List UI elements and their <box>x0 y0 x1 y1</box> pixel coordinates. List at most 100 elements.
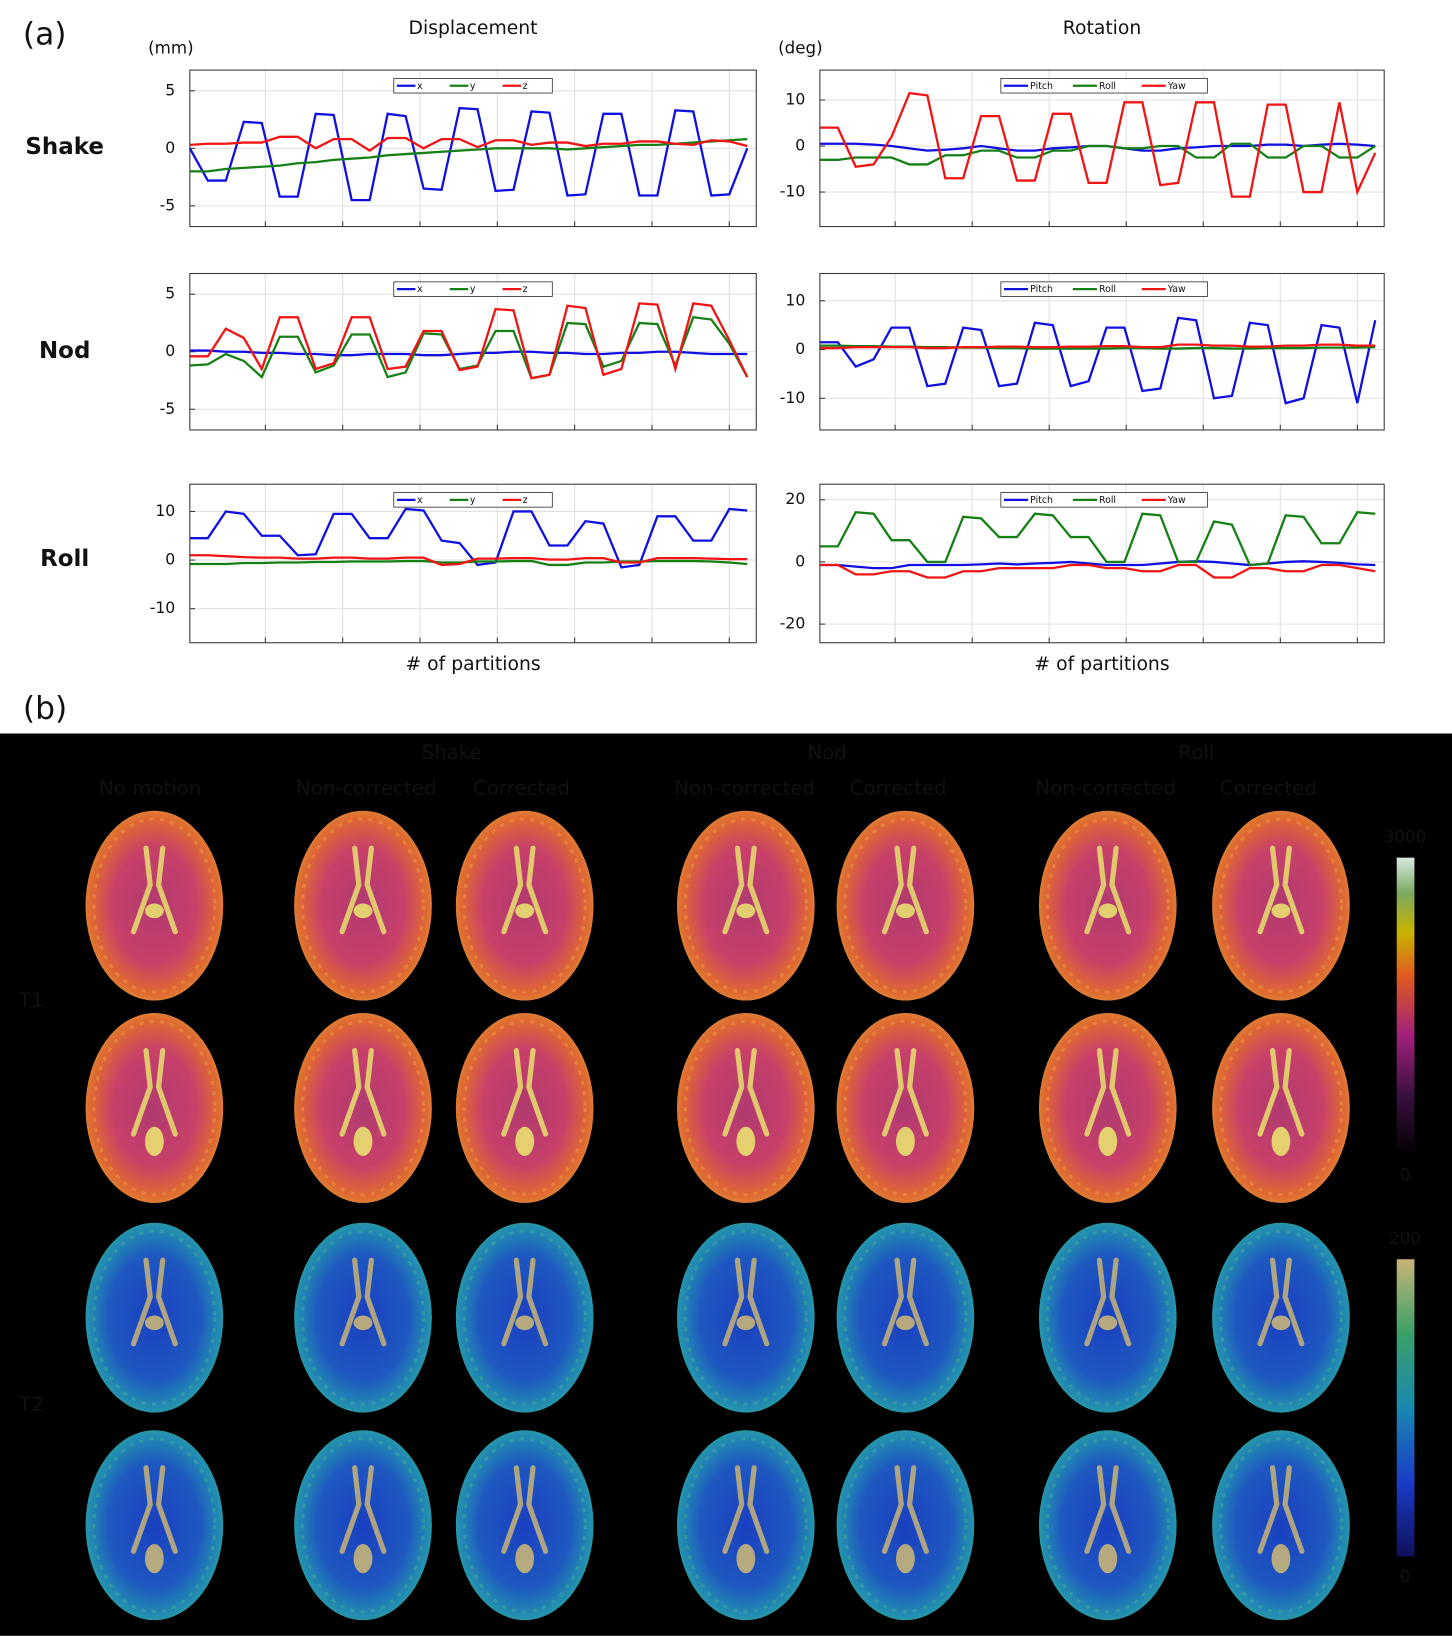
y-tick-label: 0 <box>795 551 805 570</box>
brain-cortex <box>462 1229 587 1406</box>
brain-image <box>1212 1013 1350 1203</box>
brain-cortex <box>92 1229 217 1406</box>
brain-structure <box>501 1465 549 1554</box>
brain-structure <box>722 1048 770 1137</box>
plot-frame <box>819 69 1385 228</box>
y-tick-label: -10 <box>150 598 176 617</box>
y-tick-label: 0 <box>795 136 805 155</box>
legend-label: Yaw <box>1167 284 1186 295</box>
brain-structure <box>881 1257 929 1347</box>
data-line <box>189 135 748 153</box>
brain-cortex <box>843 817 968 994</box>
brain-cortex <box>683 1019 808 1197</box>
brain-structure <box>736 1544 756 1574</box>
brain-structure <box>736 1315 756 1331</box>
legend-label: x <box>417 81 423 92</box>
brain-structure <box>1084 1257 1132 1347</box>
y-tick-label: 10 <box>785 90 805 109</box>
brain-structure <box>130 845 178 935</box>
brain-structure <box>722 1257 770 1347</box>
legend-box <box>1000 492 1208 508</box>
brain-cortex <box>683 1229 808 1406</box>
brain-cortex <box>1218 817 1343 994</box>
legend-label: y <box>470 284 476 295</box>
brain-cortex <box>462 1019 587 1197</box>
panel-label: (b) <box>23 691 67 727</box>
data-line <box>189 349 748 357</box>
brain-image <box>1038 1430 1177 1621</box>
legend-box <box>393 492 553 508</box>
x-axis-label: # of partitions <box>405 654 540 675</box>
brain-image <box>294 1013 432 1203</box>
panel-label: (a) <box>23 17 67 53</box>
data-line <box>819 510 1376 567</box>
data-line <box>819 316 1377 405</box>
legend-label: Pitch <box>1030 81 1053 92</box>
brain-structure <box>1257 845 1305 935</box>
x-axis-label: # of partitions <box>1034 654 1169 675</box>
brain-image <box>836 1430 975 1621</box>
legend-label: Yaw <box>1167 495 1186 506</box>
legend-label: Yaw <box>1167 81 1186 92</box>
y-tick-label: 0 <box>165 550 175 569</box>
brain-image <box>294 1430 432 1621</box>
legend-box <box>1000 78 1208 94</box>
brain-image <box>1038 1013 1177 1203</box>
brain-structure <box>1098 903 1118 919</box>
brain-structure <box>339 845 387 935</box>
y-tick-label: -10 <box>780 388 806 407</box>
data-line <box>819 91 1377 198</box>
colorbar <box>1396 857 1415 1155</box>
group-label: Shake <box>422 741 482 764</box>
y-tick-label: 0 <box>795 339 805 358</box>
legend-label: y <box>470 81 476 92</box>
chart-title: Displacement <box>409 18 538 39</box>
brain-cortex <box>843 1437 968 1614</box>
brain-structure <box>501 845 549 935</box>
brain-structure <box>515 1544 535 1574</box>
column-label: Corrected <box>1220 776 1317 799</box>
colorbar-label: 3000 <box>1384 827 1426 846</box>
brain-cortex <box>300 1229 426 1406</box>
brain-structure <box>515 1315 535 1331</box>
plot-area <box>819 484 1385 643</box>
brain-cortex <box>1045 1229 1170 1406</box>
y-tick-label: -10 <box>780 182 806 201</box>
brain-structure <box>1257 1465 1305 1554</box>
row-label: T2 <box>18 1393 44 1416</box>
y-tick-label: -5 <box>160 399 176 418</box>
data-line <box>189 137 748 173</box>
brain-cortex <box>843 1229 968 1406</box>
panel-b: Shake Nod Roll No motion Non-corrected Correc… <box>18 741 1426 1621</box>
row-label: Nod <box>39 338 90 364</box>
brain-cortex <box>300 817 426 994</box>
brain-structure <box>144 1126 164 1156</box>
brain-structure <box>1271 903 1291 919</box>
brain-image <box>455 1013 594 1203</box>
legend-label: x <box>417 495 423 506</box>
data-line <box>188 106 749 202</box>
brain-structure <box>1271 1544 1291 1574</box>
brain-image <box>676 1430 815 1621</box>
plot-frame <box>189 69 757 228</box>
colorbar-label: 0 <box>1400 1567 1411 1586</box>
data-line <box>819 142 1376 166</box>
brain-structure <box>339 1465 387 1554</box>
brain-structure <box>501 1257 549 1347</box>
group-label: Nod <box>807 741 846 764</box>
brain-image <box>85 1013 224 1203</box>
brain-image <box>676 1013 815 1203</box>
legend-box <box>393 281 553 297</box>
plot-frame <box>189 483 757 644</box>
brain-cortex <box>843 1019 968 1197</box>
brain-structure <box>1271 1315 1291 1331</box>
brain-structure <box>130 1257 178 1347</box>
brain-structure <box>896 1544 915 1574</box>
brain-cortex <box>92 1437 217 1614</box>
brain-structure <box>896 1126 915 1156</box>
legend-label: Pitch <box>1030 495 1053 506</box>
data-line <box>819 560 1376 570</box>
brain-image <box>836 1013 975 1203</box>
legend-label: z <box>523 81 528 92</box>
plot-frame <box>189 272 757 431</box>
